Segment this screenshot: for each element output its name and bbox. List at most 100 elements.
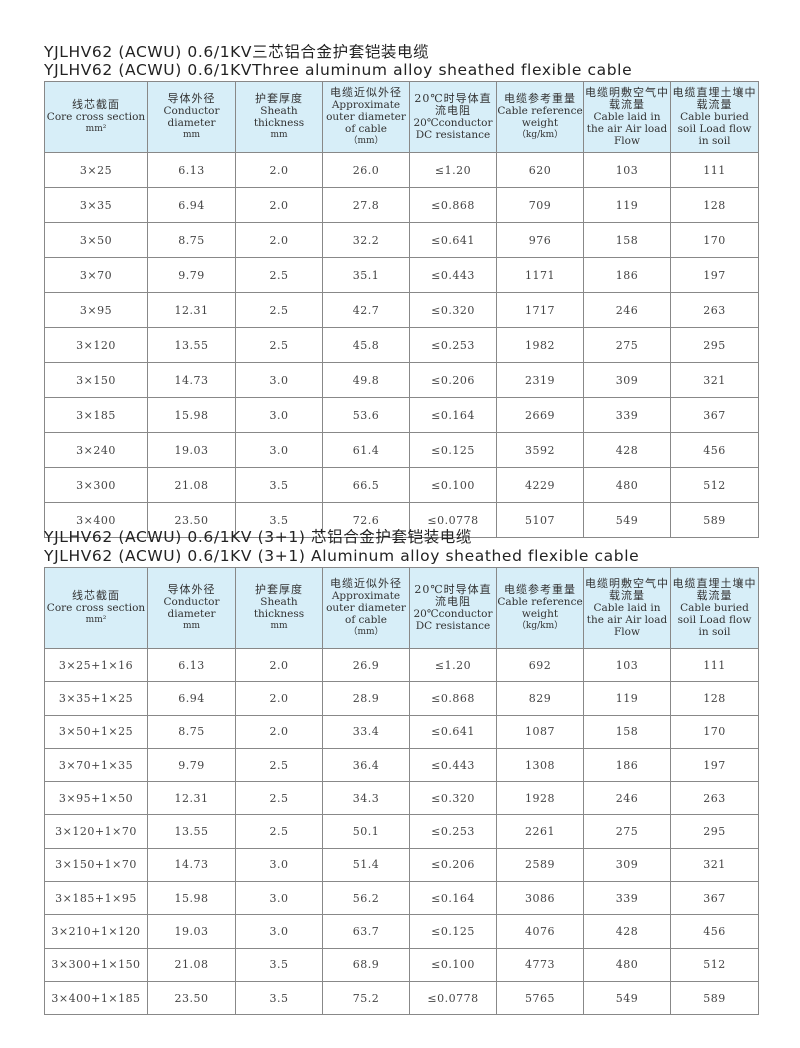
table-cell: 2589 bbox=[496, 847, 584, 883]
table-cell: ≤0.641 bbox=[409, 714, 497, 749]
table-cell: 339 bbox=[583, 397, 671, 433]
table-cell: 12.31 bbox=[147, 781, 236, 816]
table-cell: 19.03 bbox=[147, 914, 236, 949]
header-en: Sheath thickness bbox=[253, 596, 305, 620]
table-cell: ≤0.320 bbox=[409, 292, 497, 328]
table-row: 3×400+1×185 23.50 3.5 75.2 ≤0.0778 5765 549 589 bbox=[44, 980, 759, 1016]
table-row: 3×50+1×25 8.75 2.0 33.4 ≤0.641 1087 158 170 bbox=[44, 714, 759, 749]
table-cell: ≤0.0778 bbox=[409, 980, 497, 1016]
table-cell: 197 bbox=[670, 747, 759, 783]
table-cell: 68.9 bbox=[322, 947, 410, 982]
table-cell: 1982 bbox=[496, 327, 584, 363]
table-cell: 3×70 bbox=[44, 257, 148, 293]
header-en: Cable reference weight bbox=[497, 596, 583, 620]
header-en: Cable reference weight bbox=[497, 105, 583, 129]
table-cell: 3.0 bbox=[235, 362, 323, 398]
header-en: Approximate outer diameter of cable bbox=[326, 590, 406, 626]
table-cell: 3.5 bbox=[235, 947, 323, 982]
table-cell: 3×210+1×120 bbox=[44, 914, 148, 949]
header-en: 20℃conductor DC resistance bbox=[413, 608, 493, 632]
header-en: Approximate outer diameter of cable bbox=[326, 99, 406, 135]
table-cell: 8.75 bbox=[147, 222, 236, 258]
table-cell: 3×240 bbox=[44, 432, 148, 468]
table-cell: ≤0.320 bbox=[409, 781, 497, 816]
header-en: Conductor diameter bbox=[163, 105, 220, 129]
header-unit: （kg/km） bbox=[516, 621, 564, 631]
header-en: Cable laid in the air Air load Flow bbox=[586, 111, 668, 147]
header-cn: 电缆明敷空气中载流量 bbox=[585, 86, 669, 111]
table-cell: 53.6 bbox=[322, 397, 410, 433]
header-cn: 电缆参考重量 bbox=[504, 92, 576, 105]
table-cell: 128 bbox=[670, 187, 759, 223]
table-cell: 2.0 bbox=[235, 152, 323, 188]
header-en: Cable buried soil Load flow in soil bbox=[677, 111, 752, 147]
table-row: 3×120+1×70 13.55 2.5 50.1 ≤0.253 2261 275 295 bbox=[44, 814, 759, 849]
table-cell: 50.1 bbox=[322, 814, 410, 849]
table-cell: 3.0 bbox=[235, 881, 323, 916]
cable-spec-table-1: 线芯截面 Core cross section mm² 导体外径 Conductor d… bbox=[44, 81, 759, 538]
table-cell: 246 bbox=[583, 781, 671, 816]
table-row: 3×210+1×120 19.03 3.0 63.7 ≤0.125 4076 428 456 bbox=[44, 914, 759, 949]
table-cell: 23.50 bbox=[147, 980, 236, 1016]
table-cell: 549 bbox=[583, 502, 671, 538]
header-cn: 电缆近似外径 bbox=[330, 86, 402, 99]
table-cell: ≤0.125 bbox=[409, 914, 497, 949]
header-cn: 护套厚度 bbox=[255, 92, 303, 105]
table-cell: 2.0 bbox=[235, 222, 323, 258]
table-cell: ≤0.443 bbox=[409, 257, 497, 293]
header-en: 20℃conductor DC resistance bbox=[413, 117, 493, 141]
table-cell: 3×120 bbox=[44, 327, 148, 363]
table-cell: 21.08 bbox=[147, 947, 236, 982]
table-cell: 197 bbox=[670, 257, 759, 293]
table-cell: 2.0 bbox=[235, 187, 323, 223]
table-cell: 2669 bbox=[496, 397, 584, 433]
table-cell: 480 bbox=[583, 467, 671, 503]
section1-title-cn: YJLHV62 (ACWU) 0.6/1KV三芯铝合金护套铠装电缆 bbox=[44, 43, 430, 61]
table-cell: 3×300+1×150 bbox=[44, 947, 148, 982]
table-cell: 19.03 bbox=[147, 432, 236, 468]
table-row: 3×35 6.94 2.0 27.8 ≤0.868 709 119 128 bbox=[44, 187, 759, 223]
header-en: Core cross section bbox=[46, 111, 146, 123]
table-row: 3×95 12.31 2.5 42.7 ≤0.320 1717 246 263 bbox=[44, 292, 759, 328]
column-header: 护套厚度 Sheath thickness mm bbox=[235, 567, 323, 649]
table-cell: 33.4 bbox=[322, 714, 410, 749]
column-header: 电缆近似外径 Approximate outer diameter of cabl… bbox=[322, 567, 410, 649]
column-header: 线芯截面 Core cross section mm² bbox=[44, 81, 148, 153]
header-en: Cable laid in the air Air load Flow bbox=[586, 602, 668, 638]
table-row: 3×240 19.03 3.0 61.4 ≤0.125 3592 428 456 bbox=[44, 432, 759, 468]
table-row: 3×400 23.50 3.5 72.6 ≤0.0778 5107 549 589 bbox=[44, 502, 759, 538]
table-cell: 13.55 bbox=[147, 327, 236, 363]
table-cell: 56.2 bbox=[322, 881, 410, 916]
column-header: 电缆明敷空气中载流量 Cable laid in the air Air load… bbox=[583, 81, 671, 153]
table-cell: 158 bbox=[583, 222, 671, 258]
table-cell: 75.2 bbox=[322, 980, 410, 1016]
table-cell: 3592 bbox=[496, 432, 584, 468]
table-cell: 3×95 bbox=[44, 292, 148, 328]
table-cell: ≤0.253 bbox=[409, 814, 497, 849]
table-cell: 3×95+1×50 bbox=[44, 781, 148, 816]
header-cn: 护套厚度 bbox=[255, 583, 303, 596]
column-header: 护套厚度 Sheath thickness mm bbox=[235, 81, 323, 153]
table-cell: ≤0.206 bbox=[409, 362, 497, 398]
column-header: 导体外径 Conductor diameter mm bbox=[147, 81, 236, 153]
table-row: 3×185+1×95 15.98 3.0 56.2 ≤0.164 3086 339 367 bbox=[44, 881, 759, 916]
column-header: 电缆参考重量 Cable reference weight （kg/km） bbox=[496, 81, 584, 153]
table-cell: 1171 bbox=[496, 257, 584, 293]
column-header: 电缆明敷空气中载流量 Cable laid in the air Air load… bbox=[583, 567, 671, 649]
table-cell: 512 bbox=[670, 467, 759, 503]
table-cell: 456 bbox=[670, 914, 759, 949]
table-cell: ≤0.100 bbox=[409, 947, 497, 982]
table-cell: 428 bbox=[583, 914, 671, 949]
table-cell: 2.0 bbox=[235, 647, 323, 683]
header-cn: 20℃时导体直流电阻 bbox=[414, 92, 492, 117]
header-cn: 导体外径 bbox=[167, 92, 216, 105]
table-cell: 21.08 bbox=[147, 467, 236, 503]
table-cell: 263 bbox=[670, 292, 759, 328]
table-cell: 309 bbox=[583, 847, 671, 883]
table-cell: 709 bbox=[496, 187, 584, 223]
table-cell: 3.0 bbox=[235, 397, 323, 433]
table-cell: 51.4 bbox=[322, 847, 410, 883]
table-cell: 8.75 bbox=[147, 714, 236, 749]
table-cell: 549 bbox=[583, 980, 671, 1016]
header-cn: 电缆直埋土壤中载流量 bbox=[672, 86, 757, 111]
